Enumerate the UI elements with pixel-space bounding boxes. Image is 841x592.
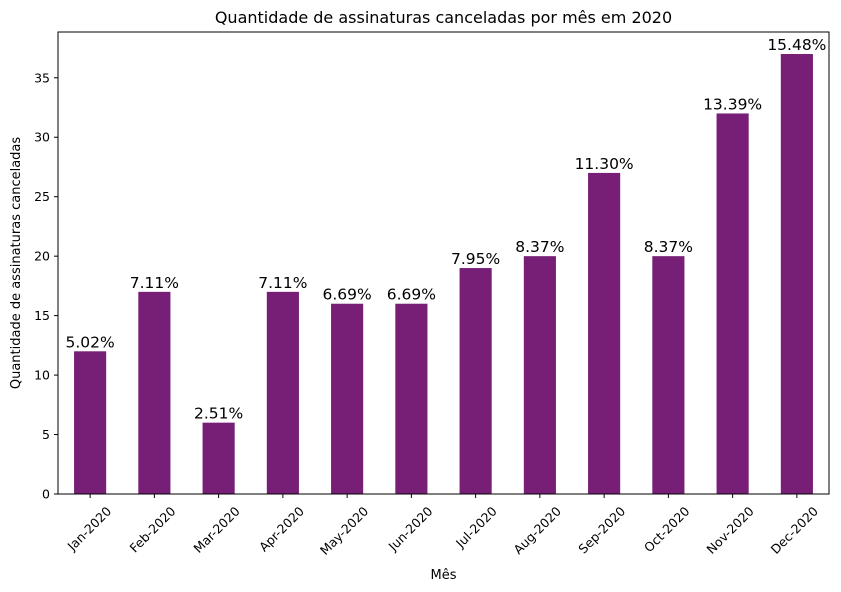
y-tick-label: 10 — [34, 368, 50, 383]
x-tick-label: Apr-2020 — [256, 503, 307, 554]
bar — [138, 291, 171, 494]
axes-frame — [57, 31, 830, 495]
bar — [652, 256, 685, 494]
x-tick-label: May-2020 — [317, 503, 371, 557]
data-label: 5.02% — [66, 333, 115, 351]
bar — [74, 351, 107, 494]
data-label: 2.51% — [194, 405, 243, 423]
bar — [588, 172, 621, 494]
data-label: 7.11% — [258, 274, 307, 292]
bar — [716, 113, 749, 494]
data-label: 7.95% — [451, 250, 500, 268]
data-label: 13.39% — [703, 95, 762, 113]
bar — [266, 291, 299, 494]
data-label: 11.30% — [575, 155, 634, 173]
x-tick-label: Sep-2020 — [575, 503, 628, 556]
data-label: 8.37% — [644, 238, 693, 256]
y-tick-label: 15 — [34, 308, 50, 323]
bar — [202, 422, 235, 494]
x-tick-label: Nov-2020 — [703, 503, 756, 556]
bar — [780, 54, 813, 494]
y-tick-label: 35 — [34, 70, 50, 85]
data-label: 7.11% — [130, 274, 179, 292]
x-tick-label: Jun-2020 — [385, 503, 436, 554]
bar — [523, 256, 556, 494]
x-tick-label: Jul-2020 — [452, 503, 500, 551]
bar — [331, 303, 364, 494]
x-tick-label: Mar-2020 — [190, 503, 242, 555]
x-tick-label: Aug-2020 — [510, 503, 564, 557]
x-tick-label: Jan-2020 — [64, 503, 115, 554]
x-tick-label: Feb-2020 — [127, 503, 179, 555]
x-tick-label: Dec-2020 — [768, 503, 821, 556]
y-tick-label: 5 — [42, 427, 50, 442]
chart-title: Quantidade de assinaturas canceladas por… — [215, 8, 672, 27]
plot-area: 0 5 10 15 20 25 30 35 5.02% Jan-2020 7.11% Feb-2020… — [34, 36, 826, 558]
data-label: 8.37% — [515, 238, 564, 256]
y-tick-label: 0 — [42, 487, 50, 502]
x-tick-label: Oct-2020 — [641, 503, 693, 555]
y-tick-label: 20 — [34, 249, 50, 264]
y-tick-label: 25 — [34, 189, 50, 204]
y-tick-label: 30 — [34, 130, 50, 145]
bar — [395, 303, 428, 494]
data-label: 6.69% — [323, 286, 372, 304]
data-label: 6.69% — [387, 286, 436, 304]
y-axis-label: Quantidade de assinaturas canceladas — [9, 137, 24, 390]
data-label: 15.48% — [767, 36, 826, 54]
x-axis-label: Mês — [431, 568, 457, 583]
bar — [459, 268, 492, 494]
